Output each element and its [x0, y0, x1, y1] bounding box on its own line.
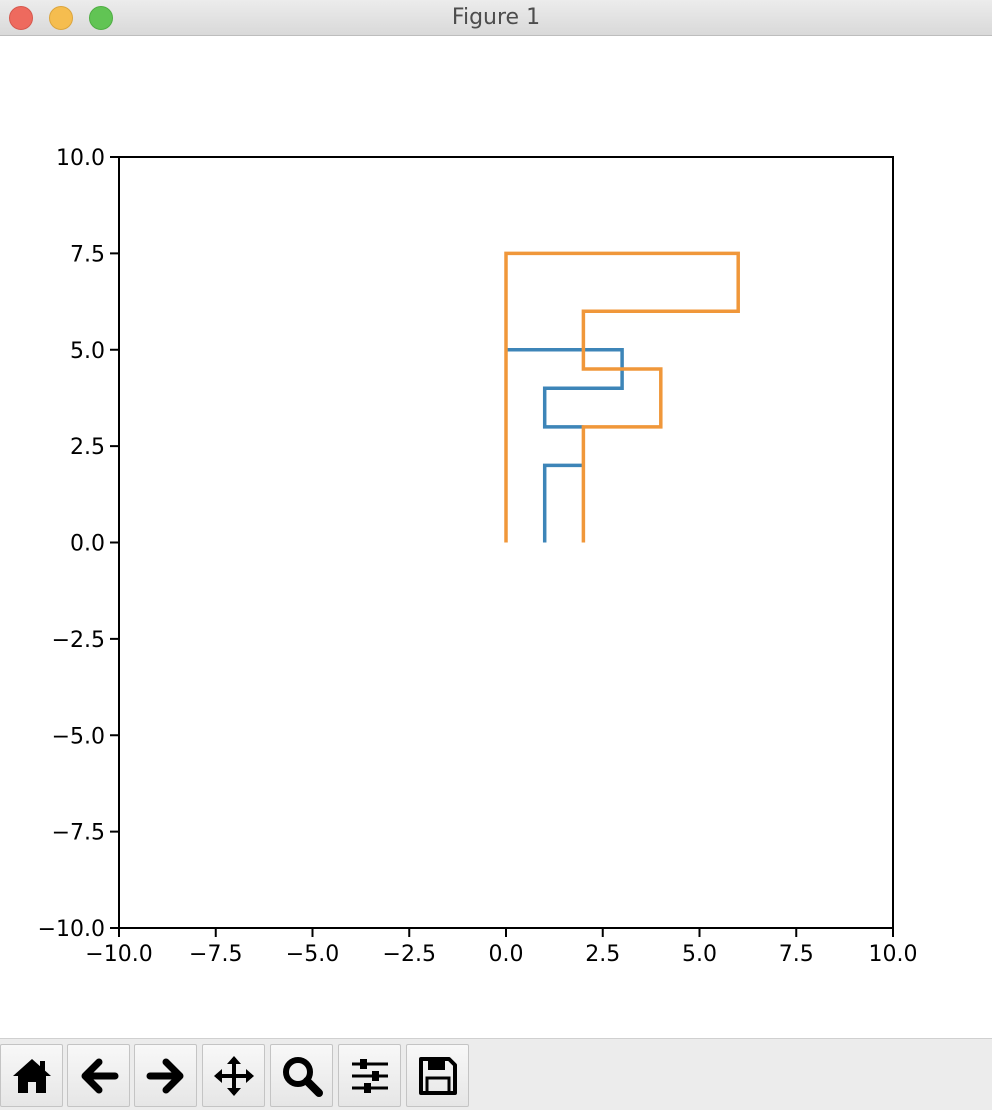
y-tick-label: 7.5	[70, 242, 105, 267]
y-axis: −10.0 −7.5 −5.0 −2.5 0.0 2.5 5.0 7.5 10.0	[38, 146, 119, 942]
series-layer	[504, 251, 740, 543]
x-tick-label: 2.5	[585, 942, 620, 967]
navigation-toolbar	[0, 1038, 992, 1110]
magnifier-icon	[283, 1057, 323, 1097]
floppy-disk-icon	[419, 1057, 457, 1095]
x-tick-label: 7.5	[779, 942, 814, 967]
y-tick-label: 2.5	[70, 435, 105, 460]
y-tick-label: −2.5	[52, 628, 105, 653]
minimize-window-button[interactable]	[49, 6, 73, 30]
save-button[interactable]	[406, 1044, 469, 1107]
zoom-button[interactable]	[270, 1044, 333, 1107]
line-chart: −10.0 −7.5 −5.0 −2.5 0.0 2.5 5.0 7.5 10.0 −10.0−…	[38, 146, 918, 967]
y-tick-label: 0.0	[70, 532, 105, 557]
figure-canvas[interactable]: −10.0 −7.5 −5.0 −2.5 0.0 2.5 5.0 7.5 10.0 −10.0−…	[0, 37, 992, 1040]
y-tick-label: 5.0	[70, 339, 105, 364]
x-tick-label: 10.0	[869, 942, 918, 967]
back-button[interactable]	[67, 1044, 130, 1107]
x-axis: −10.0 −7.5 −5.0 −2.5 0.0 2.5 5.0 7.5 10.0	[85, 928, 917, 967]
window-title: Figure 1	[451, 5, 541, 30]
x-tick-label: −10.0	[85, 942, 152, 967]
forward-button[interactable]	[134, 1044, 197, 1107]
configure-subplots-button[interactable]	[338, 1044, 401, 1107]
home-icon	[13, 1059, 51, 1093]
arrow-left-icon	[81, 1058, 119, 1094]
move-icon	[214, 1056, 254, 1096]
close-window-button[interactable]	[9, 6, 33, 30]
y-tick-label: −5.0	[52, 724, 105, 749]
y-tick-label: 10.0	[56, 146, 105, 171]
x-tick-label: −2.5	[383, 942, 436, 967]
sliders-icon	[352, 1059, 388, 1093]
maximize-window-button[interactable]	[89, 6, 113, 30]
x-tick-label: −7.5	[189, 942, 242, 967]
y-tick-label: −7.5	[52, 821, 105, 846]
x-tick-label: 5.0	[682, 942, 717, 967]
x-tick-label: −5.0	[286, 942, 339, 967]
y-tick-label: −10.0	[38, 917, 105, 942]
series-line-1	[506, 348, 624, 543]
series-line-2	[504, 251, 740, 543]
arrow-right-icon	[146, 1058, 184, 1094]
home-button[interactable]	[0, 1044, 63, 1107]
x-tick-label: 0.0	[489, 942, 524, 967]
pan-button[interactable]	[202, 1044, 265, 1107]
title-bar[interactable]: Figure 1	[0, 0, 992, 36]
